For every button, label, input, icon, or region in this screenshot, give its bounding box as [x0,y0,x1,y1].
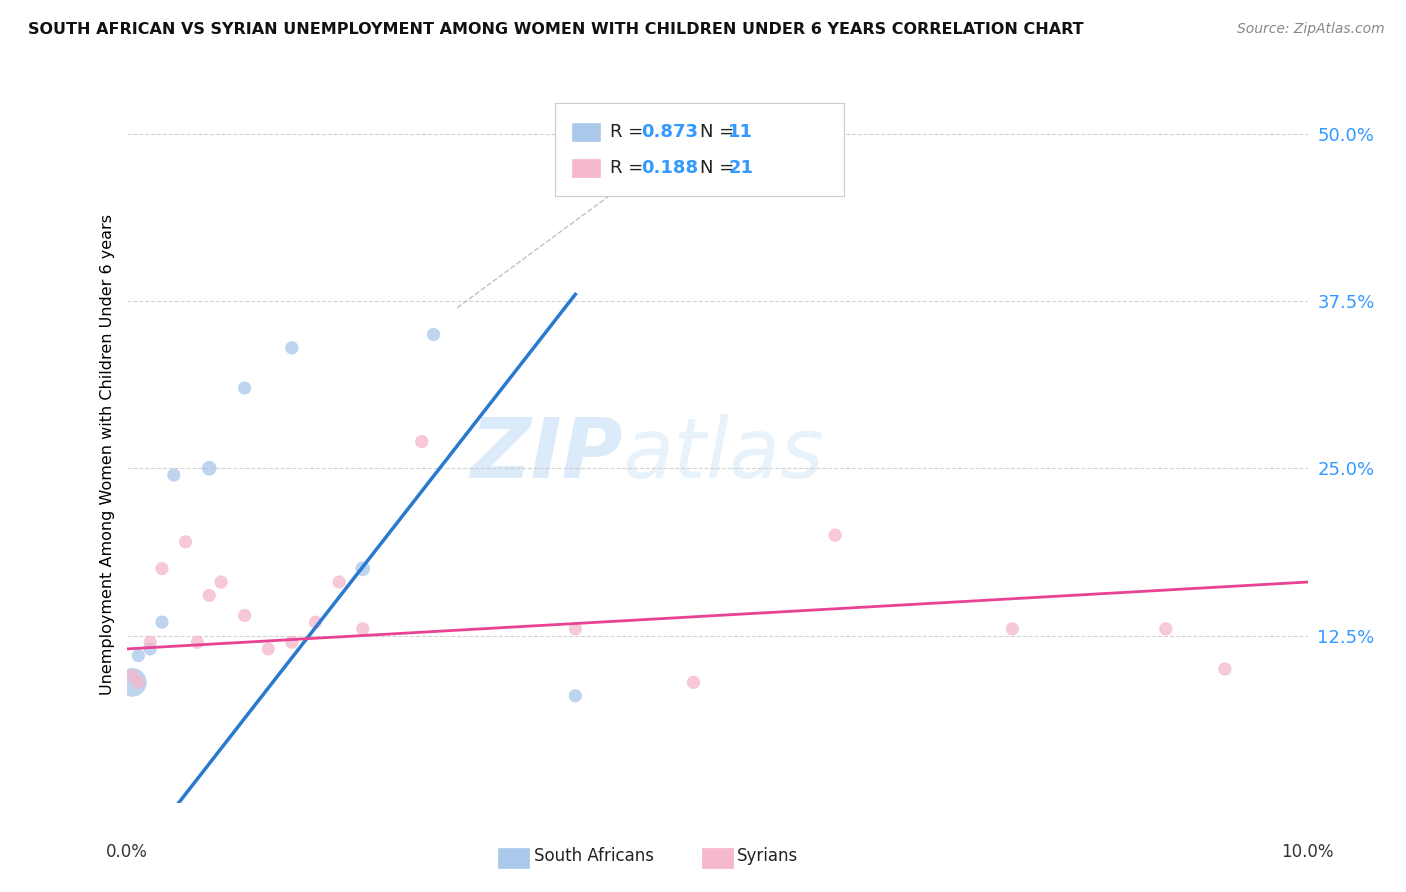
Text: 10.0%: 10.0% [1281,843,1334,861]
Text: 0.873: 0.873 [641,123,699,141]
Text: Syrians: Syrians [737,847,799,865]
Text: 21: 21 [728,159,754,177]
Y-axis label: Unemployment Among Women with Children Under 6 years: Unemployment Among Women with Children U… [100,214,115,696]
Point [411,434,433,449]
Text: R =: R = [610,123,650,141]
Point [352,562,374,576]
Point [150,562,173,576]
Point [198,589,221,603]
Point [281,635,304,649]
Point [150,615,173,630]
Text: SOUTH AFRICAN VS SYRIAN UNEMPLOYMENT AMONG WOMEN WITH CHILDREN UNDER 6 YEARS COR: SOUTH AFRICAN VS SYRIAN UNEMPLOYMENT AMO… [28,22,1084,37]
Text: 0.188: 0.188 [641,159,699,177]
Point [824,528,846,542]
Point [233,381,256,395]
Point [186,635,208,649]
Point [352,622,374,636]
Text: atlas: atlas [623,415,824,495]
Point [198,461,221,475]
Point [233,608,256,623]
Point [174,535,197,549]
Point [121,669,143,683]
Point [127,675,149,690]
Text: N =: N = [700,159,740,177]
Point [121,675,143,690]
Point [1154,622,1177,636]
Point [209,575,232,590]
Point [139,642,162,657]
Text: 11: 11 [728,123,754,141]
Text: ZIP: ZIP [470,415,623,495]
Text: R =: R = [610,159,650,177]
Point [328,575,350,590]
Point [564,622,586,636]
Text: South Africans: South Africans [534,847,654,865]
Text: 0.0%: 0.0% [105,843,148,861]
Point [257,642,280,657]
Text: Source: ZipAtlas.com: Source: ZipAtlas.com [1237,22,1385,37]
Point [163,468,186,483]
Point [564,689,586,703]
Point [1001,622,1024,636]
Point [304,615,326,630]
Point [682,675,704,690]
Point [1213,662,1236,676]
Point [422,327,444,342]
Point [139,635,162,649]
Point [127,648,149,663]
Point [281,341,304,355]
Text: N =: N = [700,123,740,141]
